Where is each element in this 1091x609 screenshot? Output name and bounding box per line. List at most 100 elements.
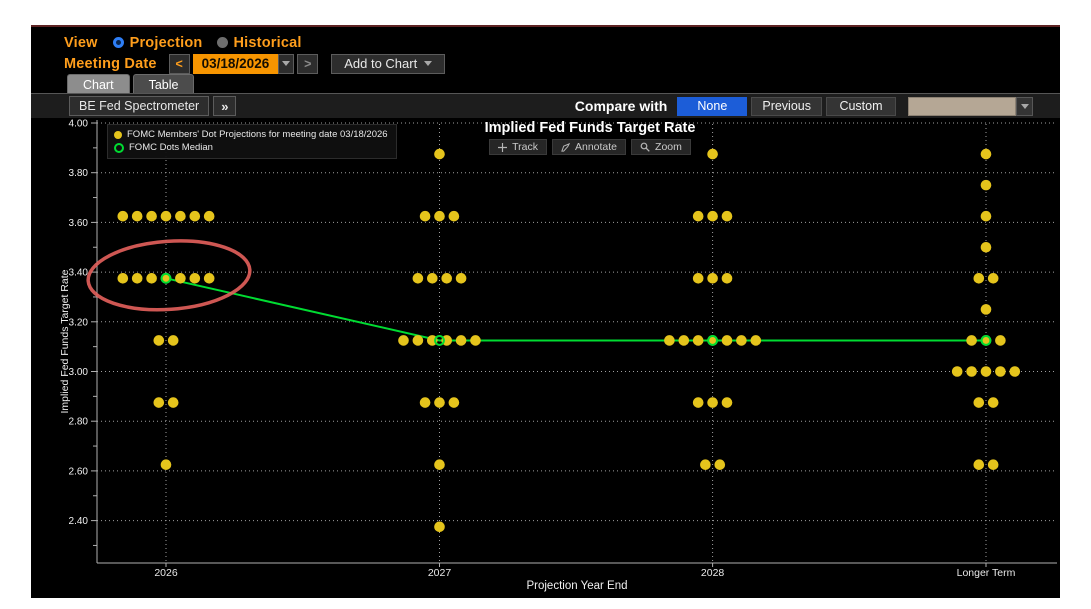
fomc-dot: [434, 397, 445, 408]
expand-button[interactable]: »: [213, 96, 237, 116]
fomc-dot: [175, 273, 186, 284]
fomc-dot: [973, 459, 985, 470]
compare-none-button[interactable]: None: [677, 96, 748, 116]
fomc-dot: [203, 210, 215, 222]
fomc-dot: [146, 273, 157, 284]
next-date-button[interactable]: >: [297, 53, 319, 74]
meeting-date-dropdown-button[interactable]: [278, 53, 295, 74]
fomc-dot: [692, 273, 704, 284]
y-axis-tick-label: 3.00: [69, 367, 89, 378]
be-fed-spectrometer-button[interactable]: BE Fed Spectrometer: [69, 96, 210, 116]
meeting-date-value[interactable]: 03/18/2026: [192, 53, 279, 74]
x-axis-category-label: Longer Term: [957, 567, 1016, 579]
fomc-dot: [160, 210, 172, 222]
compare-previous-button[interactable]: Previous: [751, 96, 822, 116]
legend-label-dots: FOMC Members' Dot Projections for meetin…: [127, 129, 388, 140]
fomc-dot: [398, 335, 409, 346]
y-axis-title: Implied Fed Funds Target Rate: [59, 269, 71, 413]
track-button-label: Track: [512, 141, 538, 153]
median-ring: [434, 335, 445, 346]
fomc-dot: [692, 397, 704, 408]
fomc-dot: [951, 366, 963, 377]
compare-custom-button[interactable]: Custom: [826, 96, 896, 116]
toolbar-strip: BE Fed Spectrometer » Compare with None …: [31, 93, 1060, 118]
x-axis-category-label: 2027: [428, 567, 452, 579]
fomc-dot: [750, 335, 762, 346]
fomc-dot: [973, 397, 985, 408]
fomc-dot: [736, 335, 747, 346]
fomc-dot: [412, 273, 424, 284]
fomc-dot: [995, 366, 1006, 377]
legend-item-dots[interactable]: FOMC Members' Dot Projections for meetin…: [114, 128, 388, 141]
dot-plot-chart: 4.00 3.80 3.60 3.40 3.20 3.00 2.80 2.60 2.40 2026…: [59, 119, 1057, 592]
historical-radio-label[interactable]: Historical: [233, 34, 302, 51]
fomc-dot: [980, 304, 992, 315]
fomc-dot: [980, 148, 992, 160]
tab-table[interactable]: Table: [132, 74, 195, 93]
previous-date-button[interactable]: <: [168, 53, 190, 74]
view-label: View: [64, 34, 98, 51]
fomc-dot: [434, 459, 445, 470]
fomc-dot: [146, 210, 157, 222]
compare-with-label: Compare with: [574, 98, 668, 114]
annotation-ellipse[interactable]: [86, 236, 252, 315]
compare-custom-select[interactable]: [908, 96, 1016, 116]
fed-dot-plot-panel: 4.00 3.80 3.60 3.40 3.20 3.00 2.80 2.60 2.40 2026…: [31, 25, 1060, 598]
meeting-date-label: Meeting Date: [64, 55, 157, 72]
fomc-dot: [980, 179, 992, 191]
track-button[interactable]: Track: [489, 139, 547, 155]
fomc-dot: [707, 273, 718, 284]
fomc-dot: [987, 273, 999, 284]
zoom-icon: [640, 142, 650, 152]
fomc-dot: [678, 335, 690, 346]
fomc-dot: [966, 335, 977, 346]
fomc-dot: [419, 397, 431, 408]
y-axis-tick-label: 4.00: [69, 119, 89, 130]
median-ring: [160, 272, 172, 284]
fomc-dot: [131, 273, 143, 284]
legend-item-median[interactable]: FOMC Dots Median: [114, 141, 388, 154]
fomc-dot: [427, 273, 438, 284]
projection-radio[interactable]: [112, 37, 124, 48]
fomc-dot: [419, 210, 431, 222]
y-axis-tick-label: 2.40: [69, 516, 89, 527]
fomc-dot: [721, 335, 733, 346]
fomc-dot: [153, 335, 165, 346]
zoom-button-label: Zoom: [655, 141, 682, 153]
y-axis-tick-label: 3.80: [69, 168, 89, 179]
fomc-dot: [153, 397, 165, 408]
projection-radio-label[interactable]: Projection: [129, 34, 203, 51]
fomc-dot: [707, 148, 718, 160]
view-row: View Projection Historical: [64, 33, 302, 52]
fomc-dot: [700, 459, 711, 470]
fomc-dot: [664, 335, 675, 346]
legend-label-median: FOMC Dots Median: [129, 142, 213, 153]
fomc-dot: [721, 273, 733, 284]
compare-custom-select-arrow[interactable]: [1016, 96, 1033, 116]
fomc-dot: [203, 273, 215, 284]
fomc-dot: [987, 459, 999, 470]
fomc-dot: [189, 210, 201, 222]
fomc-dot: [189, 273, 201, 284]
meeting-date-row: Meeting Date < 03/18/2026 > Add to Chart: [64, 53, 446, 74]
fomc-dot: [692, 210, 704, 222]
zoom-button[interactable]: Zoom: [631, 139, 691, 155]
add-to-chart-button[interactable]: Add to Chart: [331, 53, 446, 74]
fomc-dot: [448, 210, 460, 222]
tab-chart[interactable]: Chart: [67, 74, 130, 93]
x-axis-title: Projection Year End: [526, 580, 627, 592]
fomc-dot: [175, 210, 186, 222]
fomc-dot: [714, 459, 726, 470]
historical-radio[interactable]: [216, 37, 228, 48]
fomc-dot: [973, 273, 985, 284]
y-axis-tick-label: 2.80: [69, 417, 89, 428]
tab-bar: Chart Table: [67, 74, 195, 93]
chevron-down-icon: [424, 61, 433, 66]
chart-title: Implied Fed Funds Target Rate: [484, 120, 696, 136]
annotate-button[interactable]: Annotate: [551, 139, 627, 155]
fomc-dot: [707, 397, 718, 408]
fomc-dot: [1009, 366, 1021, 377]
chevron-down-icon: [1020, 103, 1029, 109]
x-axis-category-label: 2028: [701, 567, 725, 579]
